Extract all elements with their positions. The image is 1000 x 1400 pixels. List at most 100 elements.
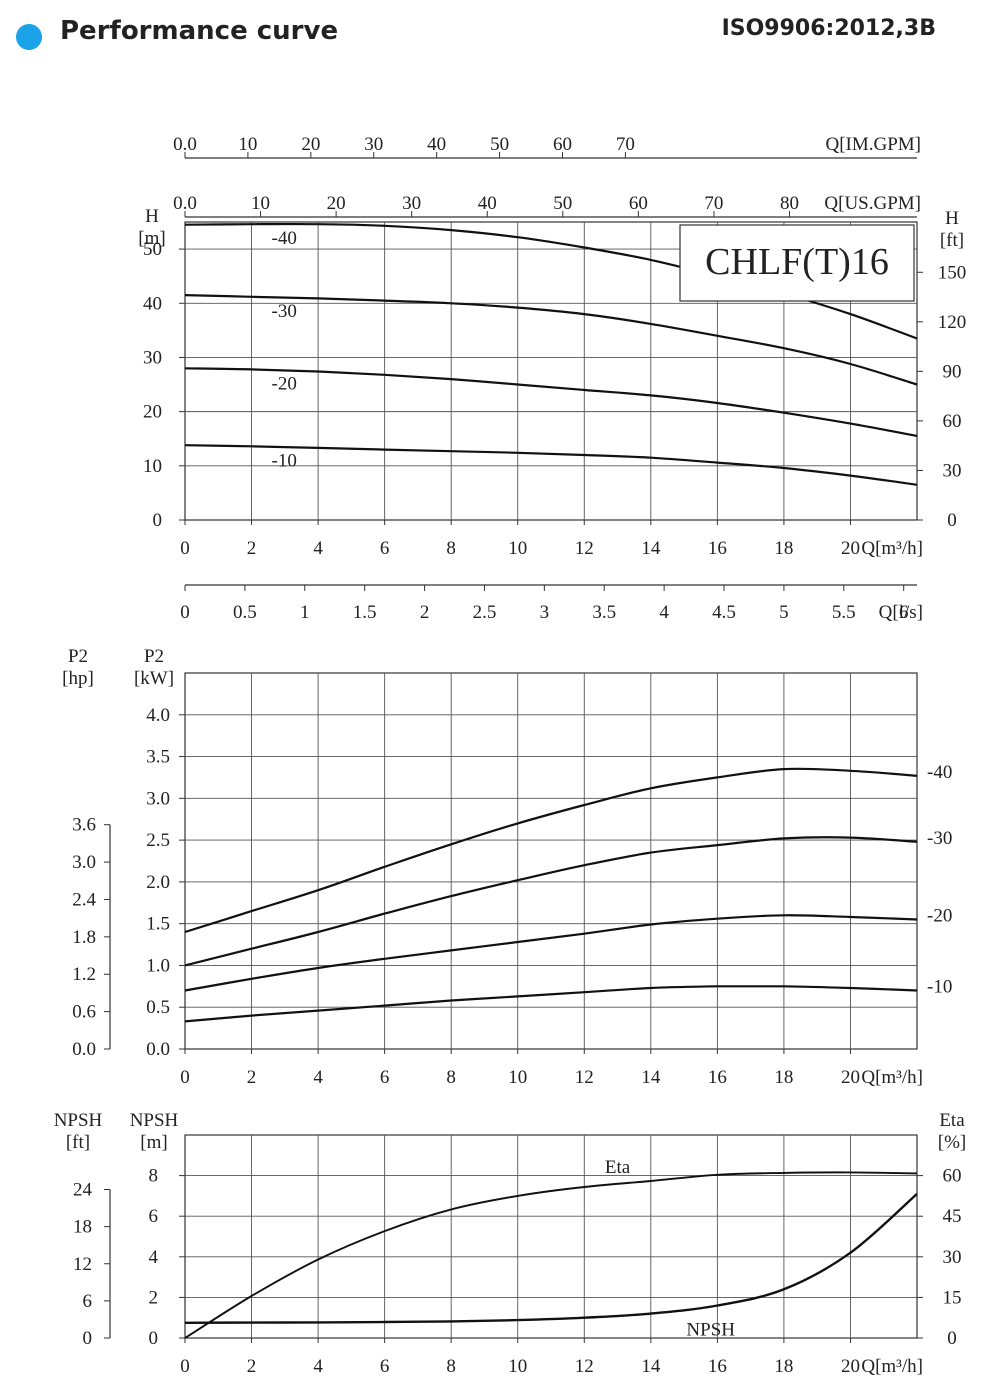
npsh-ft-tick-label: 24	[73, 1180, 93, 1201]
q-im-gpm-tick-label: 10	[238, 134, 257, 155]
page-header: Performance curve ISO9906:2012,3B	[0, 0, 1000, 70]
power-x-tick-label: 8	[446, 1067, 456, 1088]
npsh-m-axis-label: NPSH	[130, 1110, 179, 1131]
head-x-tick-label: 10	[508, 538, 527, 559]
model-label-box	[679, 224, 915, 302]
head-series-label: -30	[272, 301, 297, 322]
npsh-ft-axis-label: [ft]	[66, 1132, 90, 1153]
head-ft-axis-label: [ft]	[940, 230, 964, 251]
q-im-gpm-tick-label: 30	[364, 134, 383, 155]
npsh-x-tick-label: 14	[641, 1356, 661, 1377]
q-us-gpm-tick-label: 70	[704, 193, 723, 214]
power-kw-tick-label: 0.5	[146, 997, 170, 1018]
power-hp-axis-label: [hp]	[62, 668, 94, 689]
power-x-tick-label: 2	[247, 1067, 257, 1088]
q-us-gpm-tick-label: 20	[327, 193, 346, 214]
head-y-tick-label: 50	[143, 239, 162, 260]
eta-tick-label: 30	[943, 1247, 962, 1268]
power-plot-frame	[184, 672, 918, 1050]
power-hp-tick-label: 0.0	[72, 1039, 96, 1060]
npsh-x-tick-label: 20	[841, 1356, 860, 1377]
power-hp-axis-label: P2	[68, 646, 88, 667]
power-series-20	[184, 914, 918, 992]
page-title: Performance curve	[60, 16, 339, 46]
power-hp-tick-label: 1.2	[72, 964, 96, 985]
head-x-tick-label: 4	[313, 538, 323, 559]
power-x-tick-label: 12	[575, 1067, 594, 1088]
npsh-x-tick-label: 6	[380, 1356, 390, 1377]
npsh-eta-chart: 0246806121824015304560NPSH[ft]NPSH[m]Eta…	[54, 1110, 967, 1377]
lps-tick-label: 3	[540, 602, 550, 623]
q-im-gpm-tick-label: 70	[616, 134, 635, 155]
q-im-gpm-tick-label: 20	[301, 134, 320, 155]
power-kw-tick-label: 4.0	[146, 705, 170, 726]
lps-tick-label: 1.5	[353, 602, 377, 623]
head-y-tick-label: 40	[143, 293, 162, 314]
power-x-tick-label: 16	[708, 1067, 727, 1088]
power-hp-tick-label: 2.4	[72, 889, 96, 910]
power-kw-axis-label: [kW]	[134, 668, 174, 689]
q-us-gpm-tick-label: 0.0	[173, 193, 197, 214]
power-kw-tick-label: 3.5	[146, 747, 170, 768]
power-hp-tick-label: 0.6	[72, 1002, 96, 1023]
power-chart: 0.0 0.5 1.0 1.5 2.0 2.5 3.0 3.5 4.0 0.0 0.6 1.2 1.8 2…	[62, 646, 952, 1088]
head-x-tick-label: 0	[180, 538, 190, 559]
head-series-label: -40	[272, 228, 297, 249]
head-x-tick-label: 6	[380, 538, 390, 559]
npsh-m-tick-label: 0	[149, 1328, 159, 1349]
q-im-gpm-tick-label: 0.0	[173, 134, 197, 155]
head-x-tick-label: 20	[841, 538, 860, 559]
head-series-label: -10	[272, 450, 297, 471]
q-im-gpm-tick-label: 40	[427, 134, 446, 155]
head-ft-tick-label: 30	[943, 460, 962, 481]
head-series-label: -20	[272, 373, 297, 394]
npsh-x-tick-label: 0	[180, 1356, 190, 1377]
npsh-ft-tick-label: 12	[73, 1254, 92, 1275]
head-y-axis-label: H	[145, 206, 159, 227]
npsh-m-tick-label: 6	[149, 1206, 159, 1227]
head-x-tick-label: 18	[774, 538, 793, 559]
power-hp-tick-label: 3.6	[72, 815, 96, 836]
q-us-gpm-tick-label: 30	[402, 193, 421, 214]
npsh-x-tick-label: 16	[708, 1356, 727, 1377]
head-x-tick-label: 12	[575, 538, 594, 559]
head-ft-tick-label: 150	[938, 262, 967, 283]
model-label: CHLF(T)16	[705, 241, 889, 283]
npsh-x-tick-label: 4	[313, 1356, 323, 1377]
npsh-ft-axis-label: NPSH	[54, 1110, 103, 1131]
q-us-gpm-tick-label: 10	[251, 193, 270, 214]
head-ft-tick-label: 60	[943, 411, 962, 432]
npsh-m-tick-label: 2	[149, 1287, 159, 1308]
lps-axis-label: Q[l/s]	[879, 602, 923, 623]
q-us-gpm-tick-label: 40	[478, 193, 497, 214]
npsh-x-tick-label: 12	[575, 1356, 594, 1377]
npsh-ft-tick-label: 6	[83, 1291, 93, 1312]
npsh-x-tick-label: 18	[774, 1356, 793, 1377]
head-x-tick-label: 16	[708, 538, 727, 559]
head-series-20	[184, 367, 918, 438]
q-im-gpm-label: Q[IM.GPM]	[825, 134, 921, 155]
power-series-label: -30	[927, 828, 952, 849]
npsh-series-eta	[184, 1171, 918, 1339]
eta-tick-label: 0	[947, 1328, 957, 1349]
lps-tick-label: 2	[420, 602, 430, 623]
lps-tick-label: 4.5	[712, 602, 736, 623]
lps-tick-label: 2.5	[473, 602, 497, 623]
lps-tick-label: 1	[300, 602, 310, 623]
power-series-label: -10	[927, 977, 952, 998]
head-x-tick-label: 2	[247, 538, 257, 559]
q-us-gpm-label: Q[US.GPM]	[824, 193, 921, 214]
head-ft-tick-label: 120	[938, 312, 967, 333]
lps-tick-label: 0	[180, 602, 190, 623]
head-ft-axis-label: H	[945, 208, 959, 229]
standard-label: ISO9906:2012,3B	[721, 16, 936, 41]
eta-axis-label: [%]	[938, 1132, 966, 1153]
lps-tick-label: 0.5	[233, 602, 257, 623]
eta-tick-label: 60	[943, 1166, 962, 1187]
lps-tick-label: 6	[899, 602, 909, 623]
power-kw-tick-label: 2.0	[146, 872, 170, 893]
power-kw-tick-label: 1.0	[146, 955, 170, 976]
head-series-10	[184, 444, 918, 486]
lps-tick-label: 3.5	[592, 602, 616, 623]
